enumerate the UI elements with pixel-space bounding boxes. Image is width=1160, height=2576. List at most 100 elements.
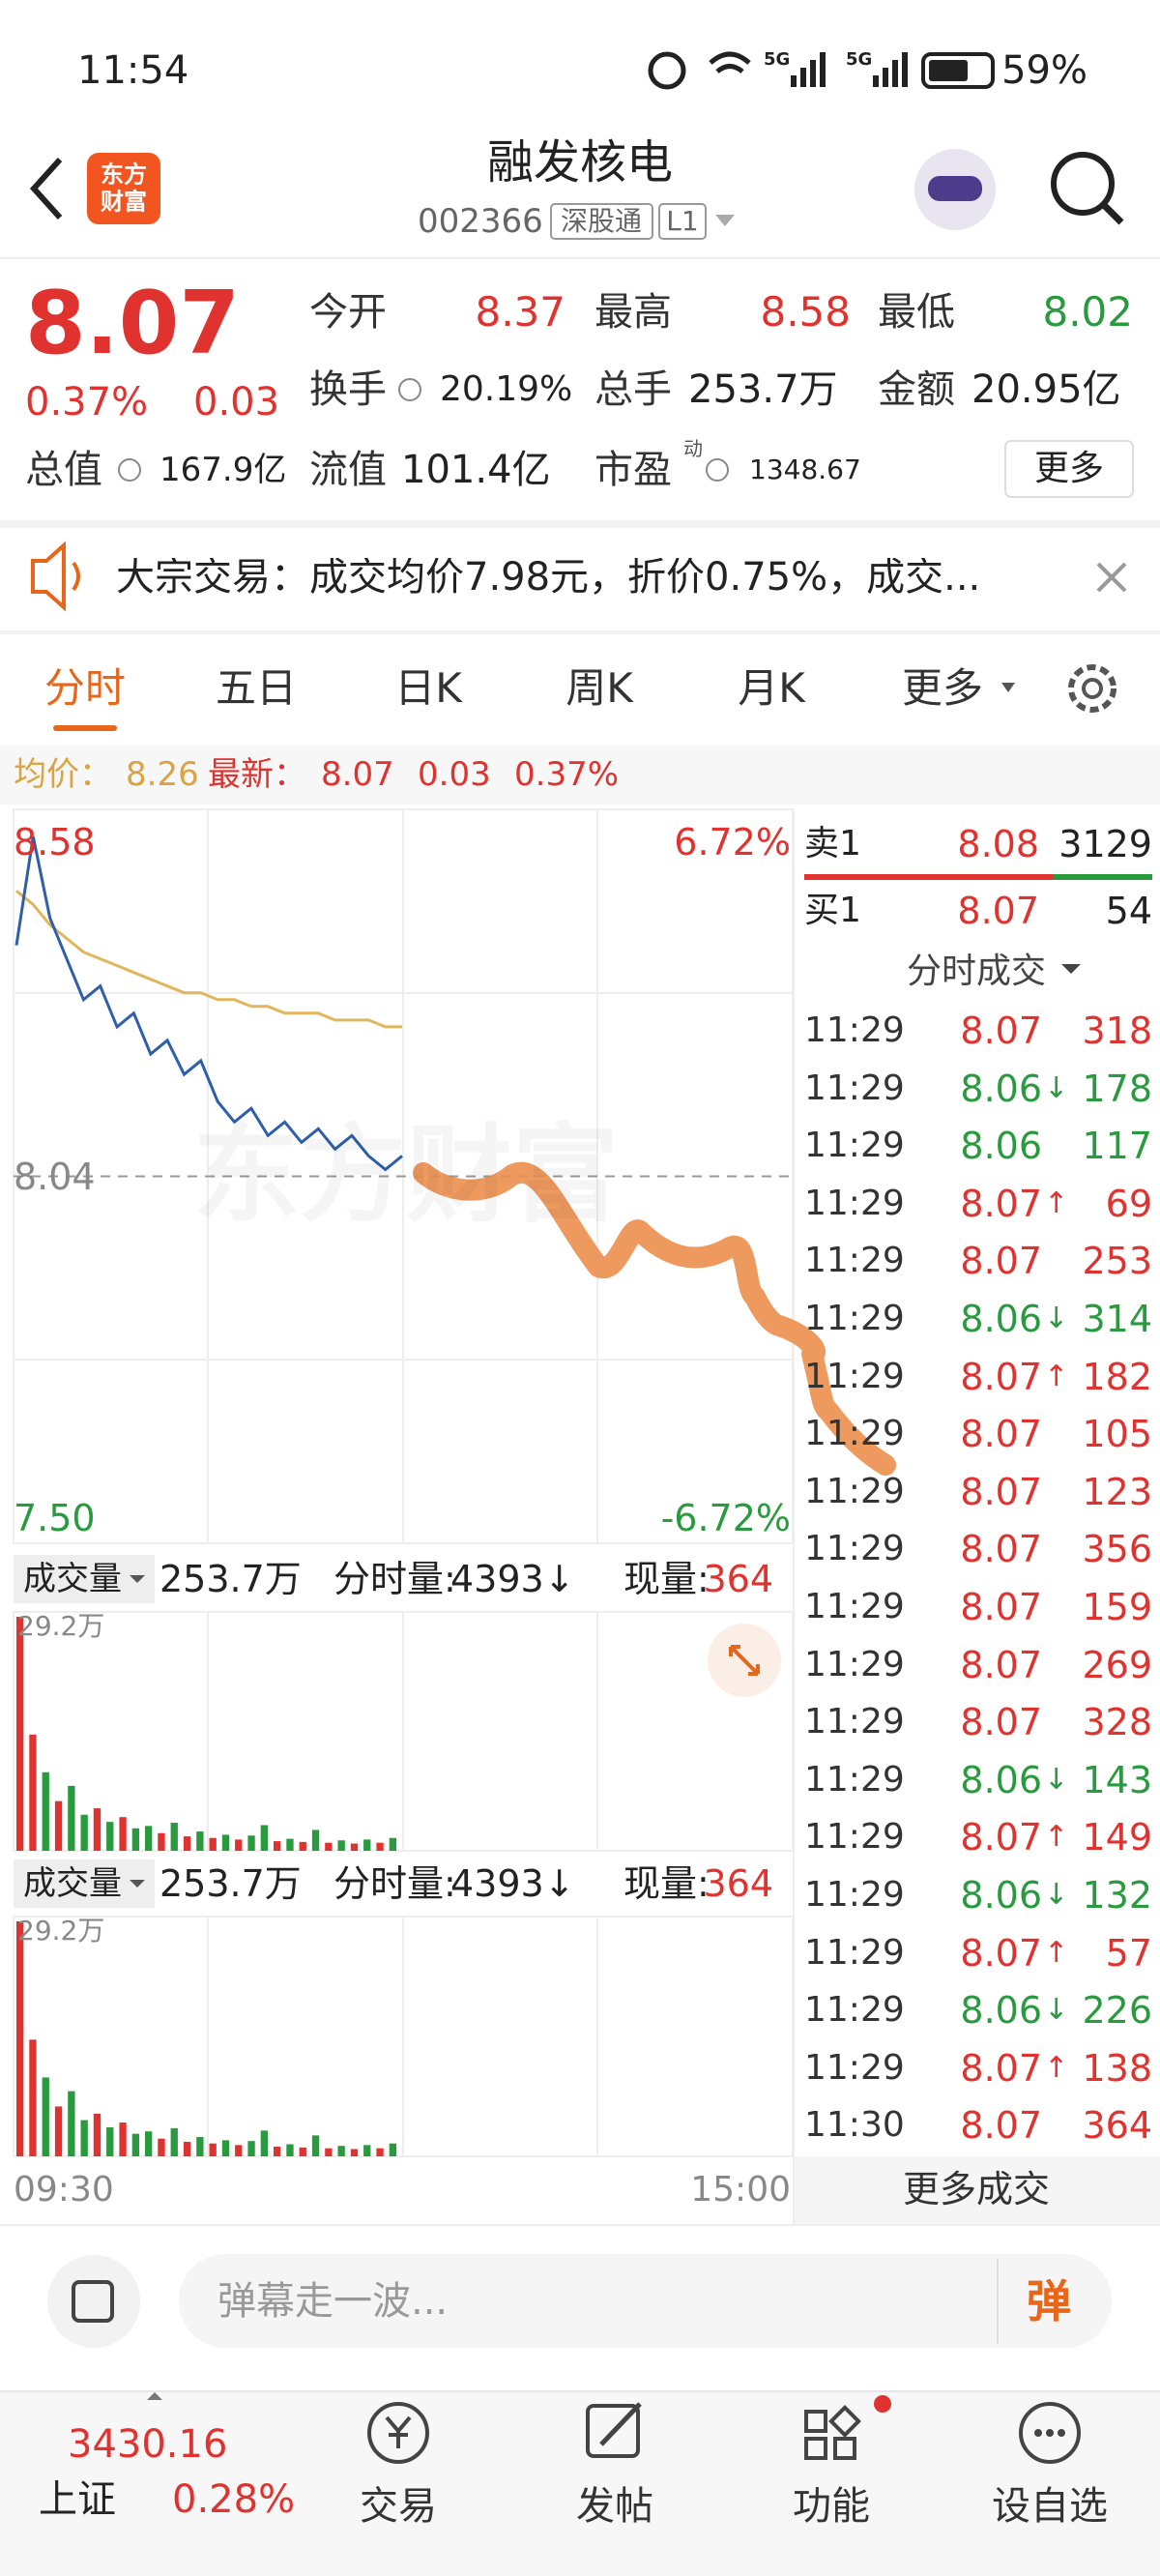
trade-volume: 364 [1082, 2104, 1152, 2148]
stat-value: 20.95亿 [972, 367, 1121, 412]
info-icon[interactable] [118, 458, 141, 482]
search-handle [1101, 202, 1124, 225]
more-button[interactable] [1004, 440, 1134, 498]
nav-item[interactable]: 功能 [793, 2484, 870, 2529]
trade-time: 11:29 [804, 1875, 905, 1915]
tab[interactable]: 更多 [901, 664, 984, 712]
volume-selector-text[interactable]: 成交量 [23, 1864, 122, 1903]
volume-bar [170, 2127, 178, 2156]
nav-item[interactable]: 交易 [360, 2484, 437, 2529]
volume-bar [363, 1839, 371, 1851]
tab[interactable]: 月K [738, 664, 805, 712]
trade-arrow: ↓ [1044, 1878, 1069, 1912]
volume-bar [42, 1771, 49, 1851]
trade-price: 8.07 [960, 1701, 1042, 1744]
watchlist-icon[interactable] [1019, 2402, 1081, 2464]
tab[interactable]: 五日 [215, 664, 298, 712]
volume-bar [274, 1841, 281, 1851]
avatar-face [928, 176, 982, 201]
more-button-text[interactable]: 更多 [1033, 449, 1105, 488]
order-volume: 3129 [1058, 823, 1152, 865]
danmaku-button[interactable]: 弹 [1027, 2275, 1071, 2327]
stat-label: 市盈 [594, 448, 672, 492]
speaker-icon [31, 541, 80, 612]
more-trades-button[interactable] [795, 2156, 1160, 2224]
trade-time: 11:29 [804, 1759, 905, 1800]
app-logo [87, 153, 160, 224]
wifi-icon [709, 51, 751, 73]
volume-bar [16, 1617, 24, 1851]
volume-bar [29, 2039, 37, 2156]
more-trades-text[interactable]: 更多成交 [902, 2168, 1051, 2210]
back-button[interactable] [29, 157, 63, 220]
index-name: 上证 [39, 2477, 116, 2522]
order-price: 8.08 [957, 823, 1039, 865]
volume-bar [29, 1734, 37, 1851]
stat-value: 1348.67 [749, 454, 861, 485]
trade-arrow: ↑ [1044, 1186, 1069, 1220]
volume-bar [106, 2127, 114, 2156]
network-label: 5G [764, 49, 791, 70]
stat-label: 总手 [594, 367, 672, 412]
volume-bar [260, 2130, 269, 2156]
info-band [0, 745, 1160, 805]
market-badge [550, 203, 653, 240]
trade-arrow: ↑ [1044, 1359, 1069, 1393]
feature-icon[interactable] [804, 2405, 861, 2460]
trade-volume: 314 [1082, 1298, 1152, 1340]
trade-time: 11:29 [804, 1183, 905, 1223]
trade-volume: 138 [1082, 2046, 1152, 2090]
search-button[interactable] [1051, 152, 1115, 216]
stat-value: 8.37 [475, 288, 566, 336]
settings-button[interactable] [1068, 664, 1116, 713]
order-volume: 54 [1105, 890, 1152, 932]
battery-level [929, 60, 968, 81]
comment-placeholder[interactable]: 弹幕走一波... [218, 2279, 449, 2324]
trade-icon[interactable] [367, 2402, 429, 2464]
trade-volume: 182 [1082, 1355, 1152, 1398]
trade-price: 8.07 [960, 2104, 1042, 2148]
nav-item[interactable]: 发帖 [576, 2484, 653, 2529]
trade-arrow: ↑ [1044, 1820, 1069, 1855]
avg-value: 8.26 [126, 755, 199, 794]
trade-volume: 269 [1082, 1643, 1152, 1686]
volume-bar [131, 1828, 140, 1851]
comment-input[interactable] [179, 2254, 1112, 2348]
tab[interactable]: 周K [566, 664, 633, 712]
volume-bar [106, 1822, 114, 1851]
index-change: 0.28% [172, 2477, 296, 2522]
user-drawing [413, 1161, 896, 1476]
trade-volume: 143 [1082, 1758, 1152, 1801]
volume-bar [311, 2135, 320, 2156]
trade-volume: 117 [1082, 1125, 1152, 1168]
trade-price: 8.07 [960, 1931, 1042, 1975]
latest-label: 最新： [208, 755, 306, 794]
tab[interactable]: 日K [394, 664, 462, 712]
volume-bar [235, 2145, 243, 2156]
volume-bar [247, 2141, 255, 2156]
order-price: 8.07 [957, 890, 1039, 932]
volume-bar [376, 2148, 384, 2156]
comment-toggle[interactable] [47, 2255, 140, 2348]
post-icon[interactable] [586, 2404, 640, 2458]
dropdown-icon [1061, 964, 1081, 983]
level-badge [658, 203, 707, 240]
index-value: 3430.16 [68, 2422, 228, 2467]
tab[interactable]: 分时 [44, 664, 127, 712]
stat-label: 最高 [594, 290, 672, 335]
dropdown-icon [715, 215, 735, 226]
close-button[interactable] [1096, 562, 1127, 593]
nav-item[interactable]: 设自选 [992, 2484, 1108, 2529]
divider [0, 257, 1160, 259]
info-icon[interactable] [398, 378, 421, 401]
stat-label: 最低 [878, 290, 955, 335]
minute-volume-label: 分时量: [334, 1862, 456, 1905]
volume-bar [54, 2106, 63, 2156]
volume-bar [196, 2137, 204, 2156]
trade-price: 8.06 [960, 1125, 1042, 1168]
trade-price: 8.07 [960, 1355, 1042, 1398]
volume-selector-text[interactable]: 成交量 [23, 1560, 122, 1598]
trade-arrow: ↑ [1044, 2050, 1069, 2085]
info-icon[interactable] [706, 458, 729, 482]
